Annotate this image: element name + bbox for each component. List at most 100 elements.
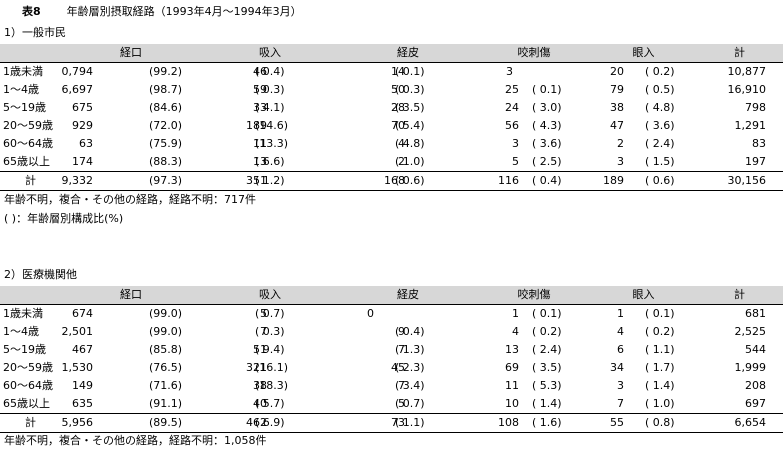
row-label: 20～59歳 (3, 361, 53, 374)
cell-bite: 3( 3.6) (512, 137, 562, 150)
cell-dermal: 168( 0.6) (339, 171, 477, 191)
cell-total: 544 (745, 343, 766, 356)
cell-inhalation: 321 (16.1) (246, 361, 289, 374)
cell-eye: 189( 0.6) (591, 171, 696, 191)
cell-total: 6,654 (696, 413, 783, 433)
total-row: 計 5,956 (89.5) 462( 6.9) 73( 1.1) 108( 1.… (0, 413, 783, 433)
table-number: 表8 (22, 5, 41, 18)
total-row: 計 29,332(97.3) 351( 1.2) 168( 0.6) 116( … (0, 171, 783, 191)
cell-eye: 3( 1.5) (617, 155, 675, 168)
cell-dermal: 9( 0.4) (395, 325, 425, 338)
table-row: 1～4歳 16,697(98.7) 59( 0.3) 50( 0.3) 25( 0.1)… (0, 81, 783, 99)
row-label: 1歳未満 (0, 304, 61, 323)
cell-eye: 2( 2.4) (617, 137, 675, 150)
cell-dermal: 4( 4.8) (395, 137, 425, 150)
cell-inhalation: 33( 4.1) (253, 101, 285, 114)
table-row: 65歳以上 635 (91.1) 40( 5.7) 5( 0.7) 10( 1.4) 7( … (0, 395, 783, 414)
cell-total: 697 (745, 397, 766, 410)
cell-eye: 55( 0.8) (591, 413, 696, 433)
cell-oral: 675 (84.6) (72, 101, 183, 114)
cell-inhalation: 40( 5.7) (253, 397, 285, 410)
row-label: 60～64歳 (3, 137, 53, 150)
footnote-unknown: 年齢不明，複合・その他の経路，経路不明：1,058件 (4, 434, 267, 447)
cell-total: 681 (696, 304, 783, 323)
row-label: 5～19歳 (3, 343, 46, 356)
row-label: 60～64歳 (3, 379, 53, 392)
cell-inhalation: 46( 0.4) (201, 62, 339, 81)
cell-total: 2,525 (734, 325, 767, 338)
cell-dermal: 7( 1.3) (395, 343, 425, 356)
cell-bite: 1( 0.1) (477, 304, 591, 323)
footnote-unknown: 年齢不明，複合・その他の経路，経路不明：717件 (4, 193, 256, 206)
row-label: 65歳以上 (3, 155, 50, 168)
cell-bite: 24( 3.0) (505, 101, 562, 114)
cell-eye: 6( 1.1) (617, 343, 675, 356)
cell-total: 798 (745, 101, 766, 114)
cell-total: 197 (745, 155, 766, 168)
cell-inhalation: 38 (18.3) (253, 379, 289, 392)
table-row: 60～64歳 149 (71.6) 38 (18.3) 7( 3.4) 11( 5.3) 3(… (0, 377, 783, 395)
table-row: 20～59歳 929 (72.0) 189 (14.6) 70( 5.4) 56( 4.3)… (0, 117, 783, 135)
cell-inhalation: 5( 0.7) (201, 304, 339, 323)
cell-dermal: 50( 0.3) (391, 83, 425, 96)
col-header-total: 計 (696, 286, 783, 305)
cell-eye: 47( 3.6) (610, 119, 675, 132)
cell-bite: 56( 4.3) (505, 119, 562, 132)
col-header-eye: 眼入 (591, 44, 696, 63)
table-medical-institutions: 経口 吸入 経皮 咬刺傷 眼入 計 1歳未満 674 (99.0) 5( 0.7) 0 1… (0, 286, 783, 433)
col-header-eye: 眼入 (591, 286, 696, 305)
cell-bite: 10( 1.4) (505, 397, 562, 410)
row-label: 1～4歳 (3, 83, 39, 96)
cell-dermal: 45( 2.3) (391, 361, 425, 374)
row-label: 計 (0, 413, 61, 433)
cell-bite: 3 (477, 62, 591, 81)
table-row: 60～64歳 63 (75.9) 11 (13.3) 4( 4.8) 3( 3.6) 2( 2… (0, 135, 783, 153)
cell-oral: 174 (88.3) (72, 155, 183, 168)
header-row: 経口 吸入 経皮 咬刺傷 眼入 計 (0, 286, 783, 305)
cell-inhalation: 462( 6.9) (201, 413, 339, 433)
cell-eye: 20( 0.2) (591, 62, 696, 81)
cell-oral: 1,530 (76.5) (61, 361, 183, 374)
cell-inhalation: 59( 0.3) (253, 83, 285, 96)
col-header-bite: 咬刺傷 (477, 44, 591, 63)
cell-eye: 7( 1.0) (617, 397, 675, 410)
col-header-inhalation: 吸入 (201, 44, 339, 63)
cell-total: 208 (745, 379, 766, 392)
table-row: 1～4歳 2,501 (99.0) 7( 0.3) 9( 0.4) 4( 0.2) 4( 0… (0, 323, 783, 341)
cell-eye: 34( 1.7) (610, 361, 675, 374)
table-caption: 年齢層別摂取経路（1993年4月～1994年3月） (66, 5, 302, 18)
col-header-total: 計 (696, 44, 783, 63)
table-row: 1歳未満10,794(99.2)46( 0.4)14( 0.1)320( 0.2… (0, 62, 783, 81)
col-header-oral: 経口 (61, 44, 201, 63)
cell-dermal: 5( 0.7) (395, 397, 425, 410)
cell-eye: 3( 1.4) (617, 379, 675, 392)
row-label: 5～19歳 (3, 101, 46, 114)
cell-eye: 1( 0.1) (591, 304, 696, 323)
cell-inhalation: 13( 6.6) (253, 155, 285, 168)
cell-eye: 4( 0.2) (617, 325, 675, 338)
row-label: 20～59歳 (3, 119, 53, 132)
cell-bite: 5( 2.5) (512, 155, 562, 168)
cell-total: 30,156 (696, 171, 783, 191)
table-row: 20～59歳 1,530 (76.5) 321 (16.1) 45( 2.3) 69( 3.… (0, 359, 783, 377)
cell-bite: 69( 3.5) (505, 361, 562, 374)
section-heading-medical-institutions: 2）医療機関他 (4, 268, 77, 281)
row-label: 65歳以上 (3, 397, 50, 410)
cell-bite: 108( 1.6) (477, 413, 591, 433)
cell-oral: 929 (72.0) (72, 119, 183, 132)
cell-oral: 149 (71.6) (72, 379, 183, 392)
cell-oral: 10,794(99.2) (61, 62, 201, 81)
footnote-parentheses: ( )：年齢層別構成比(%) (4, 212, 124, 225)
table-title: 表8 年齢層別摂取経路（1993年4月～1994年3月） (22, 4, 302, 20)
cell-dermal: 7( 3.4) (395, 379, 425, 392)
cell-bite: 4( 0.2) (512, 325, 562, 338)
header-row: 経口 吸入 経皮 咬刺傷 眼入 計 (0, 44, 783, 63)
cell-oral: 16,697(98.7) (61, 83, 183, 96)
col-header-dermal: 経皮 (339, 44, 477, 63)
cell-inhalation: 351( 1.2) (201, 171, 339, 191)
cell-dermal: 0 (339, 304, 477, 323)
col-header-oral: 経口 (61, 286, 201, 305)
cell-oral: 63 (75.9) (79, 137, 183, 150)
cell-total: 1,291 (734, 119, 767, 132)
cell-total: 1,999 (734, 361, 767, 374)
